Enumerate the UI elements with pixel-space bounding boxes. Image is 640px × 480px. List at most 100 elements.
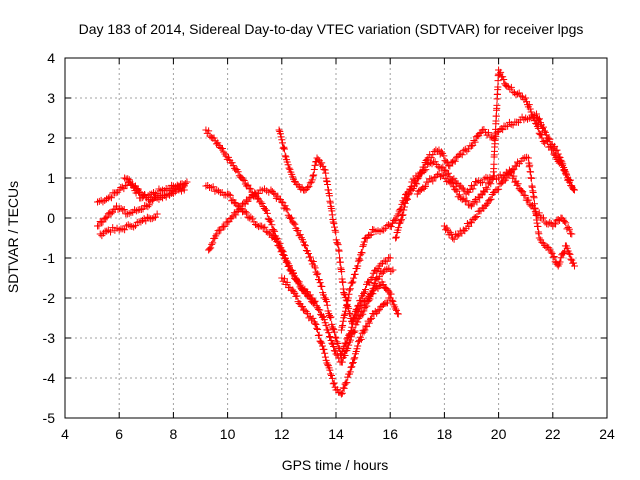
data-point-track-j bbox=[387, 223, 395, 231]
data-point-track-j bbox=[356, 256, 364, 264]
data-point-track-e bbox=[228, 159, 236, 167]
data-point-track-j bbox=[564, 224, 572, 232]
data-point-track-i bbox=[349, 358, 357, 366]
data-point-track-b bbox=[99, 218, 107, 226]
data-point-track-e bbox=[247, 185, 255, 193]
data-point-track-e bbox=[263, 209, 271, 217]
data-point-track-i bbox=[309, 314, 317, 322]
data-point-track-e bbox=[271, 227, 279, 235]
data-point-track-f bbox=[325, 332, 333, 340]
data-point-track-l bbox=[429, 177, 437, 185]
data-point-track-e bbox=[257, 198, 265, 206]
data-point-track-f bbox=[261, 223, 269, 231]
data-point-track-m bbox=[526, 161, 534, 169]
data-point-track-k bbox=[400, 206, 408, 214]
data-point-track-f bbox=[363, 302, 371, 310]
data-point-track-l bbox=[532, 119, 540, 127]
y-tick-label: -4 bbox=[43, 370, 56, 386]
data-point-track-k bbox=[504, 122, 512, 130]
data-point-track-i bbox=[327, 370, 335, 378]
data-point-track-m bbox=[568, 256, 576, 264]
data-point-track-f bbox=[207, 184, 215, 192]
data-point-track-h bbox=[284, 161, 292, 169]
data-point-track-h bbox=[339, 278, 347, 286]
data-point-track-i bbox=[311, 320, 319, 328]
data-point-track-g bbox=[331, 333, 339, 341]
data-point-track-l bbox=[457, 194, 465, 202]
data-point-track-c bbox=[148, 215, 156, 223]
data-point-track-b bbox=[120, 206, 128, 214]
data-point-track-l bbox=[506, 85, 514, 93]
data-point-track-i bbox=[348, 363, 356, 371]
data-point-track-k bbox=[400, 203, 408, 211]
data-point-track-f bbox=[302, 287, 310, 295]
data-point-track-l bbox=[499, 73, 507, 81]
data-point-track-j bbox=[349, 278, 357, 286]
data-point-track-j bbox=[517, 187, 525, 195]
data-point-track-f bbox=[248, 215, 256, 223]
data-point-track-d bbox=[183, 178, 191, 186]
data-point-track-m bbox=[570, 259, 578, 267]
data-point-track-b bbox=[144, 203, 152, 211]
data-point-track-g bbox=[236, 205, 244, 213]
data-point-track-j bbox=[355, 255, 363, 263]
data-point-track-i bbox=[383, 299, 391, 307]
data-point-track-k bbox=[509, 121, 517, 129]
data-point-track-h bbox=[318, 159, 326, 167]
data-point-track-g bbox=[300, 241, 308, 249]
data-point-track-j bbox=[540, 214, 548, 222]
data-point-track-a bbox=[155, 185, 163, 193]
data-point-track-h bbox=[335, 247, 343, 255]
data-point-track-l bbox=[437, 173, 445, 181]
data-point-track-h bbox=[308, 176, 316, 184]
data-point-track-e bbox=[218, 144, 226, 152]
data-point-track-k bbox=[398, 216, 406, 224]
data-point-track-h bbox=[281, 145, 289, 153]
data-point-track-j bbox=[440, 166, 448, 174]
data-point-track-g bbox=[323, 298, 331, 306]
data-point-track-l bbox=[563, 171, 571, 179]
data-point-track-a bbox=[107, 194, 115, 202]
data-point-track-i bbox=[357, 335, 365, 343]
data-point-track-f bbox=[384, 286, 392, 294]
grid-layer bbox=[65, 58, 607, 418]
data-point-track-f bbox=[289, 269, 297, 277]
data-point-track-k bbox=[397, 217, 405, 225]
data-point-track-b bbox=[102, 214, 110, 222]
data-point-track-j bbox=[366, 231, 374, 239]
data-point-track-j bbox=[565, 225, 573, 233]
data-point-track-f bbox=[322, 321, 330, 329]
x-tick-label: 8 bbox=[170, 426, 178, 442]
data-point-track-g bbox=[345, 331, 353, 339]
data-point-track-h bbox=[356, 302, 364, 310]
data-point-track-b bbox=[137, 206, 145, 214]
data-point-track-k bbox=[569, 185, 577, 193]
data-point-track-m bbox=[547, 248, 555, 256]
data-point-track-k bbox=[403, 194, 411, 202]
data-point-track-j bbox=[341, 310, 349, 318]
data-point-track-f bbox=[280, 251, 288, 259]
data-point-track-i bbox=[330, 379, 338, 387]
data-point-track-h bbox=[331, 226, 339, 234]
data-point-track-g bbox=[314, 270, 322, 278]
data-point-track-g bbox=[360, 289, 368, 297]
data-point-track-m bbox=[449, 234, 457, 242]
data-point-track-j bbox=[346, 286, 354, 294]
data-point-track-c bbox=[96, 230, 104, 238]
data-point-track-h bbox=[360, 298, 368, 306]
y-tick-label: -5 bbox=[43, 410, 56, 426]
data-point-track-h bbox=[304, 184, 312, 192]
data-point-track-h bbox=[310, 171, 318, 179]
data-point-track-g bbox=[217, 226, 225, 234]
data-point-track-h bbox=[278, 139, 286, 147]
data-point-track-f bbox=[241, 208, 249, 216]
data-point-track-f bbox=[350, 328, 358, 336]
data-point-track-h bbox=[275, 126, 283, 134]
data-point-track-m bbox=[455, 231, 463, 239]
data-point-track-f bbox=[330, 347, 338, 355]
data-point-track-g bbox=[342, 340, 350, 348]
data-point-track-g bbox=[282, 205, 290, 213]
data-point-track-l bbox=[526, 105, 534, 113]
data-point-track-l bbox=[567, 181, 575, 189]
data-point-track-j bbox=[338, 323, 346, 331]
